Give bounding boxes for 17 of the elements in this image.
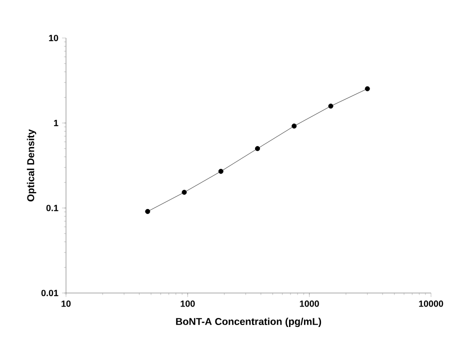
point — [364, 86, 370, 92]
y-tick-label: 10 — [49, 34, 58, 42]
point — [182, 190, 187, 195]
y-tick-label: 0.01 — [41, 290, 58, 296]
y-axis-title: Optical Density — [26, 129, 36, 202]
point — [328, 104, 334, 109]
x-tick-label: 10 — [62, 300, 71, 307]
y-tick-label: 1 — [54, 120, 58, 126]
x-tick-label: 10000 — [419, 300, 444, 307]
x-axis-title: BoNT-A Concentration (pg/mL) — [176, 318, 322, 328]
point — [255, 146, 260, 152]
y-tick-label: 0.1 — [46, 204, 58, 212]
x-tick-label: 1000 — [300, 300, 319, 307]
point — [218, 168, 224, 174]
point — [292, 124, 297, 129]
x-tick-label: 100 — [180, 300, 195, 307]
point — [145, 208, 150, 214]
